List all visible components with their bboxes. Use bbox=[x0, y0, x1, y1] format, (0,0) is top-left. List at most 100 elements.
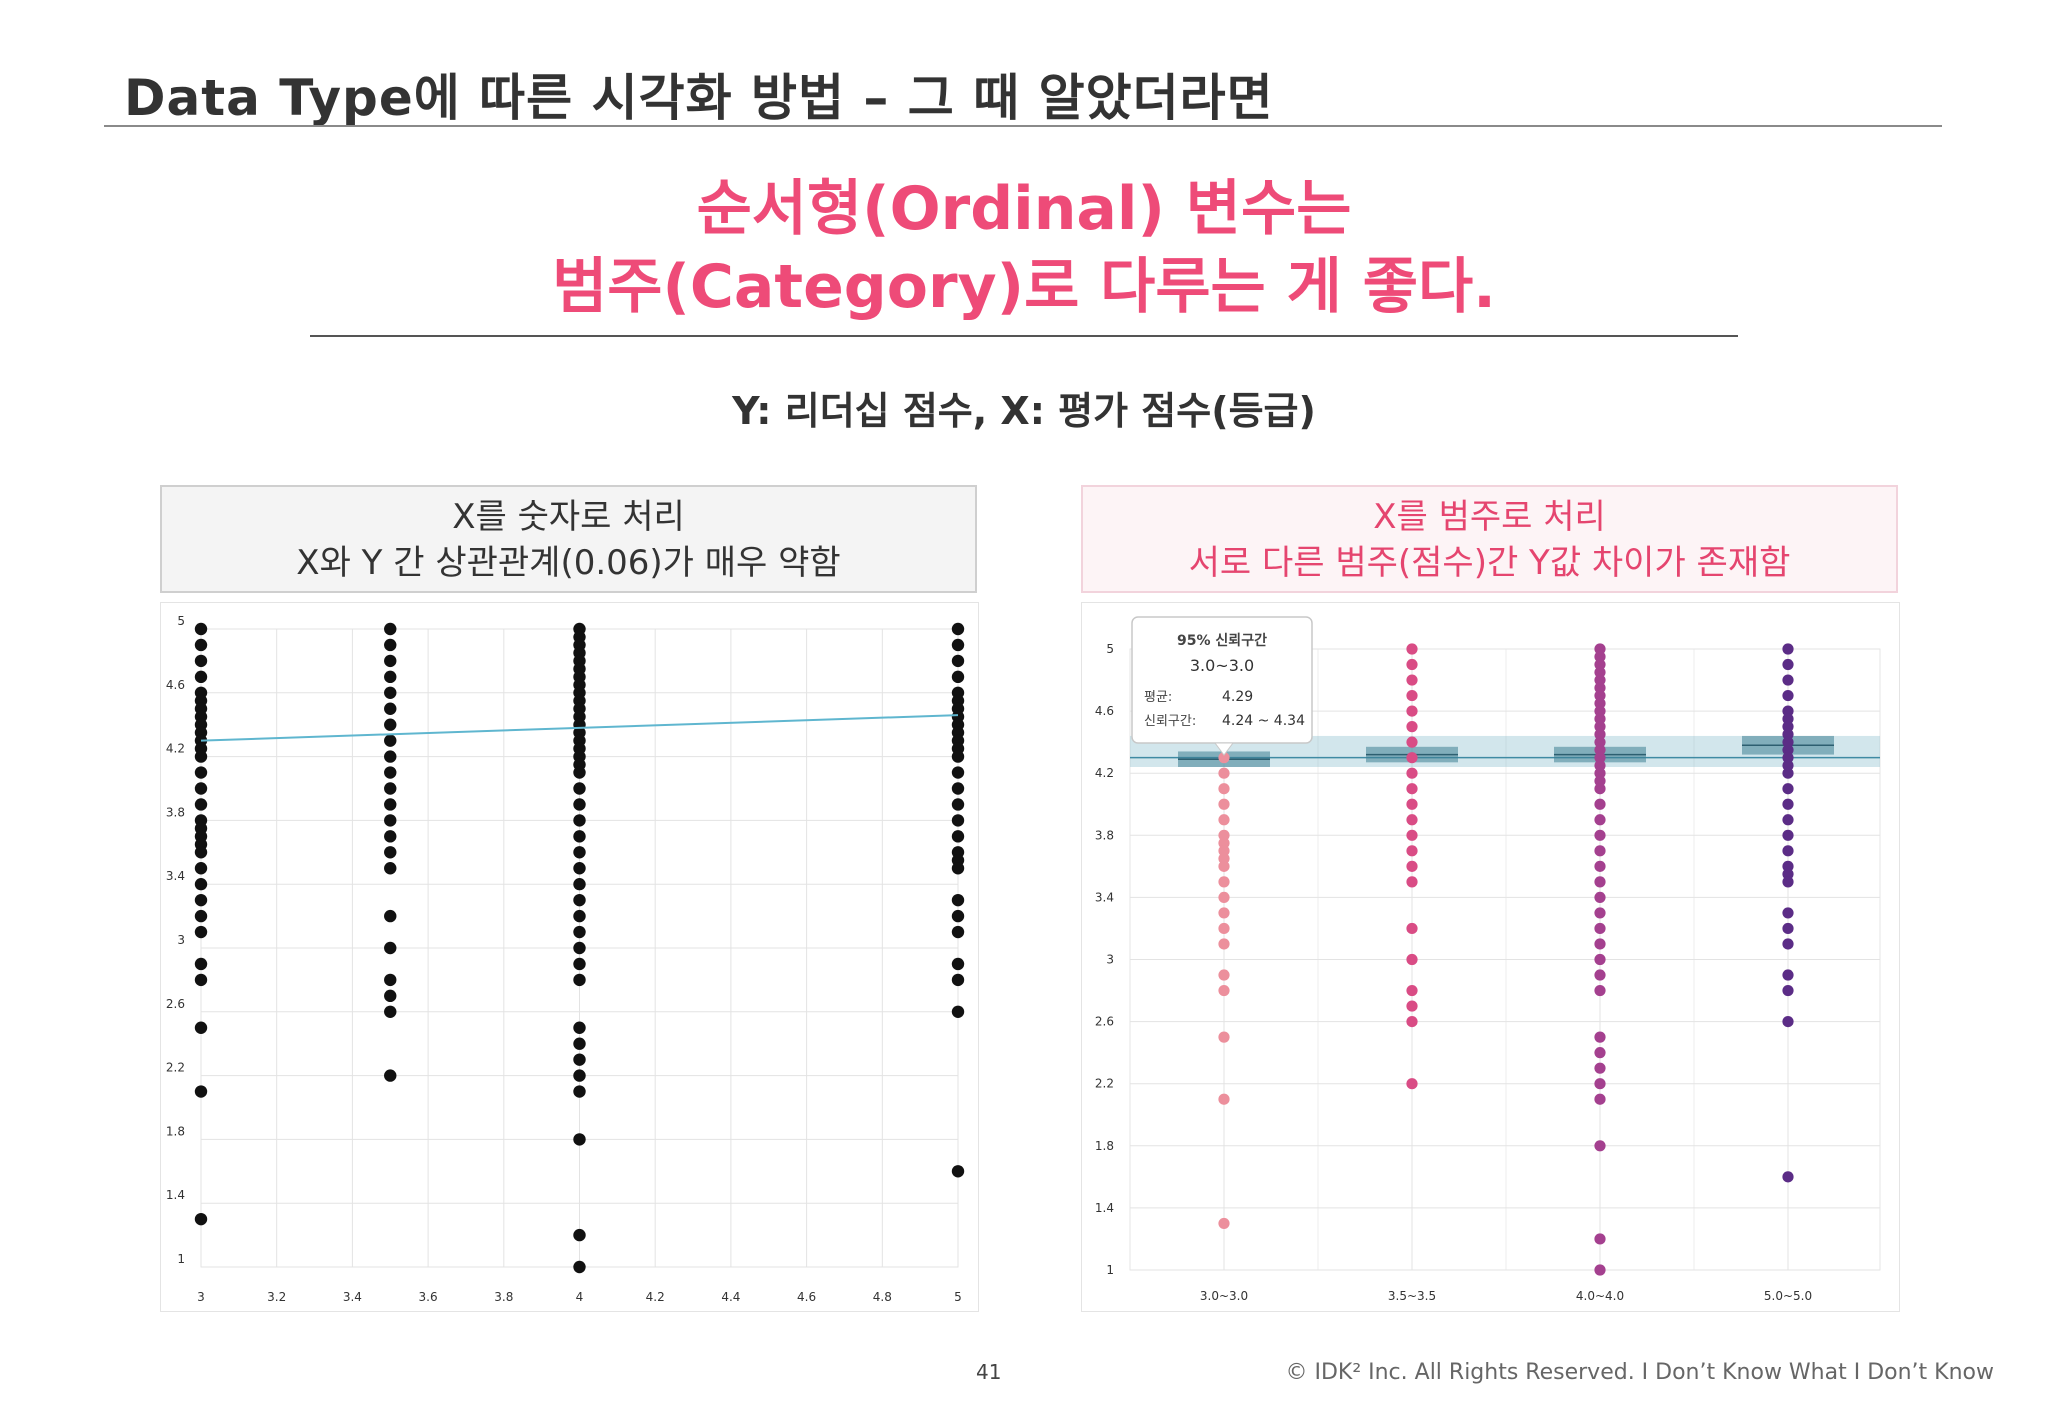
y-tick-label: 2.6 bbox=[166, 997, 185, 1011]
x-tick-label: 3.8 bbox=[494, 1290, 513, 1304]
y-tick-label: 4.6 bbox=[166, 678, 185, 692]
scatter-point bbox=[951, 750, 965, 763]
scatter-point bbox=[384, 862, 397, 875]
scatter-point bbox=[1782, 752, 1794, 764]
scatter-point bbox=[1594, 1047, 1606, 1059]
scatter-point bbox=[1594, 713, 1606, 725]
scatter-point bbox=[1594, 752, 1606, 764]
scatter-point bbox=[194, 846, 208, 859]
scatter-point bbox=[573, 766, 586, 779]
scatter-point bbox=[1406, 721, 1418, 733]
scatter-point bbox=[1406, 689, 1418, 702]
scatter-point bbox=[1594, 682, 1606, 694]
scatter-point bbox=[573, 941, 586, 955]
x-tick-label: 3.4 bbox=[343, 1290, 362, 1304]
scatter-point bbox=[1594, 845, 1606, 857]
y-tick-label: 5 bbox=[177, 614, 185, 628]
scatter-point bbox=[1218, 767, 1230, 779]
scatter-point bbox=[194, 878, 208, 891]
tooltip-ci-value: 4.24 ~ 4.34 bbox=[1222, 713, 1305, 729]
scatter-point bbox=[1218, 907, 1230, 919]
scatter-point bbox=[1594, 705, 1606, 717]
scatter-point bbox=[573, 1228, 586, 1242]
scatter-point bbox=[1782, 829, 1794, 841]
page-number: 41 bbox=[976, 1360, 1002, 1384]
scatter-point bbox=[384, 798, 397, 811]
scatter-point bbox=[1594, 643, 1606, 655]
x-tick-label: 4 bbox=[576, 1290, 584, 1304]
scatter-point bbox=[1406, 1000, 1418, 1012]
scatter-point bbox=[573, 1133, 586, 1146]
scatter-point bbox=[573, 1021, 586, 1034]
scatter-point bbox=[384, 718, 397, 731]
category-scatter-svg: 3.0~3.0 3.5~3.5 4.0~4.0 5.0~5.0 1 1.4 1.8 2.2 2.… bbox=[1095, 616, 1881, 1303]
x-tick-label: 4.6 bbox=[797, 1290, 816, 1304]
category-scatter-chart: 3.0~3.0 3.5~3.5 4.0~4.0 5.0~5.0 1 1.4 1.8 2.2 2.… bbox=[1081, 602, 1900, 1312]
right-caption-line-2: 서로 다른 범주(점수)간 Y값 차이가 존재함 bbox=[1188, 543, 1791, 583]
scatter-point bbox=[951, 909, 965, 923]
scatter-point bbox=[1218, 922, 1230, 935]
scatter-point bbox=[1594, 907, 1606, 919]
scatter-point bbox=[384, 846, 397, 859]
scatter-point bbox=[194, 1085, 208, 1098]
y-tick-label: 1 bbox=[1106, 1263, 1114, 1277]
scatter-point bbox=[951, 1165, 965, 1178]
scatter-point bbox=[1218, 876, 1230, 888]
scatter-point bbox=[1594, 938, 1606, 950]
scatter-point bbox=[1594, 814, 1606, 826]
y-tick-label: 4.6 bbox=[1095, 704, 1114, 718]
tooltip-mean-label: 평균: bbox=[1144, 690, 1172, 705]
scatter-point bbox=[194, 638, 208, 652]
y-tick-label: 3.4 bbox=[166, 869, 185, 883]
scatter-point bbox=[384, 909, 397, 923]
scatter-point bbox=[1594, 1093, 1606, 1105]
scatter-point bbox=[1782, 1016, 1794, 1028]
tooltip-category: 3.0~3.0 bbox=[1190, 656, 1254, 675]
category-tick-label: 3.0~3.0 bbox=[1200, 1289, 1248, 1303]
scatter-point bbox=[1782, 907, 1794, 919]
scatter-point bbox=[1782, 744, 1794, 756]
scatter-point bbox=[1594, 829, 1606, 841]
scatter-point bbox=[1406, 876, 1418, 888]
scatter-point bbox=[194, 973, 208, 987]
scatter-point bbox=[384, 814, 397, 827]
scatter-point bbox=[384, 1069, 397, 1082]
scatter-point bbox=[194, 1212, 208, 1226]
scatter-point bbox=[1594, 759, 1606, 772]
scatter-point bbox=[1594, 984, 1606, 997]
scatter-point bbox=[1406, 814, 1418, 826]
scatter-point bbox=[384, 638, 397, 652]
scatter-point bbox=[1782, 674, 1794, 686]
scatter-point bbox=[1782, 922, 1794, 935]
scatter-point bbox=[384, 1005, 397, 1018]
scatter-point bbox=[384, 734, 397, 747]
scatter-point bbox=[1782, 938, 1794, 950]
y-tick-label: 3.8 bbox=[166, 805, 185, 819]
scatter-point bbox=[384, 941, 397, 955]
scatter-point bbox=[194, 782, 208, 795]
scatter-point bbox=[573, 830, 586, 843]
scatter-point bbox=[951, 654, 965, 668]
scatter-point bbox=[194, 925, 208, 939]
scatter-point bbox=[194, 654, 208, 668]
scatter-point bbox=[1594, 798, 1606, 810]
scatter-point bbox=[384, 686, 397, 699]
page-title: Data Type에 따른 시각화 방법 – 그 때 알았더라면 bbox=[124, 69, 1274, 127]
scatter-point bbox=[1782, 759, 1794, 772]
scatter-point bbox=[951, 957, 965, 971]
left-caption-line-1: X를 숫자로 처리 bbox=[452, 497, 685, 537]
scatter-point bbox=[1782, 814, 1794, 826]
scatter-point bbox=[384, 654, 397, 668]
scatter-point bbox=[1594, 658, 1606, 671]
scatter-point bbox=[1782, 1171, 1794, 1183]
scatter-point bbox=[1406, 643, 1418, 655]
scatter-point bbox=[1406, 783, 1418, 795]
scatter-point bbox=[1406, 658, 1418, 671]
scatter-point bbox=[1406, 798, 1418, 810]
copyright-notice: © IDK² Inc. All Rights Reserved. I Don’t… bbox=[1285, 1360, 1994, 1385]
scatter-point bbox=[194, 766, 208, 779]
scatter-point bbox=[1218, 752, 1230, 764]
scatter-point bbox=[1782, 658, 1794, 671]
scatter-point bbox=[194, 750, 208, 763]
scatter-point bbox=[384, 973, 397, 987]
